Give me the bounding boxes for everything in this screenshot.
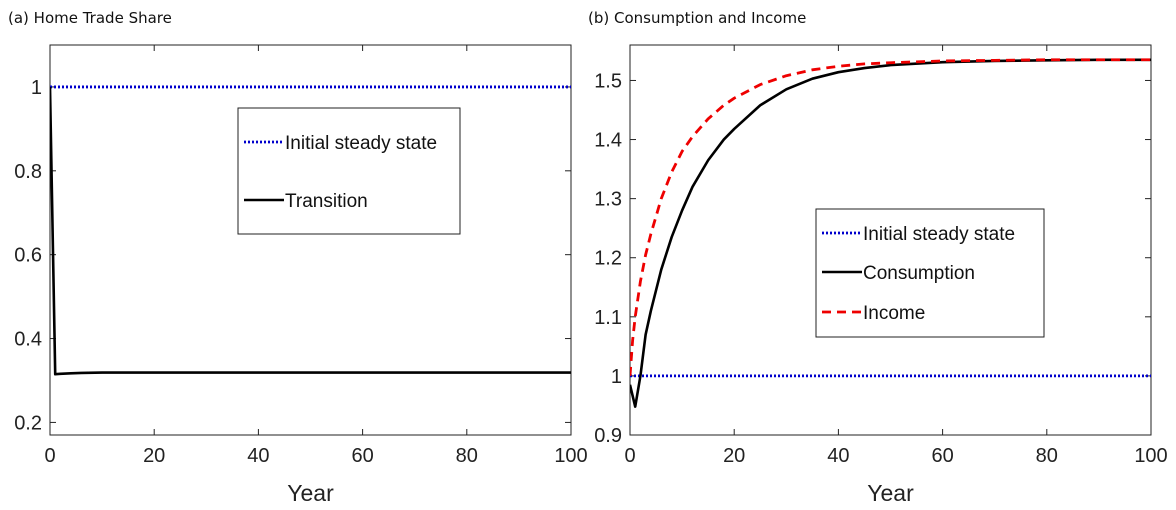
chart-a-xlabel: Year [287, 480, 334, 506]
chart-a-xtick-label: 80 [456, 445, 478, 467]
chart-b-ytick-label: 1.1 [594, 307, 622, 329]
chart-b-ytick-label: 1.2 [594, 248, 622, 270]
chart-a-ytick-label: 0.2 [14, 412, 42, 434]
chart-b-xtick-label: 80 [1036, 445, 1058, 467]
chart-a-xtick-label: 100 [554, 445, 587, 467]
chart-b-legend-label-income: Income [863, 303, 925, 324]
chart-a-legend-box [238, 108, 460, 234]
chart-a-ytick-label: 0.6 [14, 245, 42, 267]
chart-b-ytick-label: 1.3 [594, 189, 622, 211]
chart-a-legend-label-transition: Transition [285, 191, 368, 212]
chart-a: 0 20 40 60 80 100 0.2 0.4 0.6 0.8 1 Year Initial ste… [14, 45, 588, 506]
chart-b-legend-label-consumption: Consumption [863, 263, 975, 284]
chart-a-xtick-label: 0 [44, 445, 55, 467]
chart-b-xtick-label: 40 [827, 445, 849, 467]
chart-b-legend-label-initial-steady-state: Initial steady state [863, 224, 1015, 245]
chart-a-ytick-label: 1 [31, 77, 42, 99]
chart-a-plot-area [50, 45, 571, 435]
chart-b-ytick-label: 0.9 [594, 425, 622, 447]
chart-b-ytick-label: 1.4 [594, 130, 622, 152]
chart-a-legend: Initial steady state Transition [238, 108, 460, 234]
chart-b-xtick-label: 20 [723, 445, 745, 467]
chart-a-legend-label-initial-steady-state: Initial steady state [285, 133, 437, 154]
chart-b-xlabel: Year [867, 480, 914, 506]
chart-a-ytick-label: 0.4 [14, 329, 42, 351]
chart-b-xtick-label: 100 [1134, 445, 1167, 467]
chart-b-xtick-label: 0 [624, 445, 635, 467]
chart-a-xtick-label: 40 [247, 445, 269, 467]
chart-b-ytick-label: 1.5 [594, 70, 622, 92]
chart-b: 0 20 40 60 80 100 0.9 1 1.1 1.2 1.3 1.4 1.5 Year Initi… [594, 45, 1168, 506]
chart-b-legend: Initial steady state Consumption Income [816, 209, 1044, 337]
chart-a-ytick-label: 0.8 [14, 161, 42, 183]
chart-b-ytick-label: 1 [611, 366, 622, 388]
chart-a-xtick-label: 60 [351, 445, 373, 467]
chart-a-xtick-label: 20 [143, 445, 165, 467]
chart-b-xtick-label: 60 [931, 445, 953, 467]
